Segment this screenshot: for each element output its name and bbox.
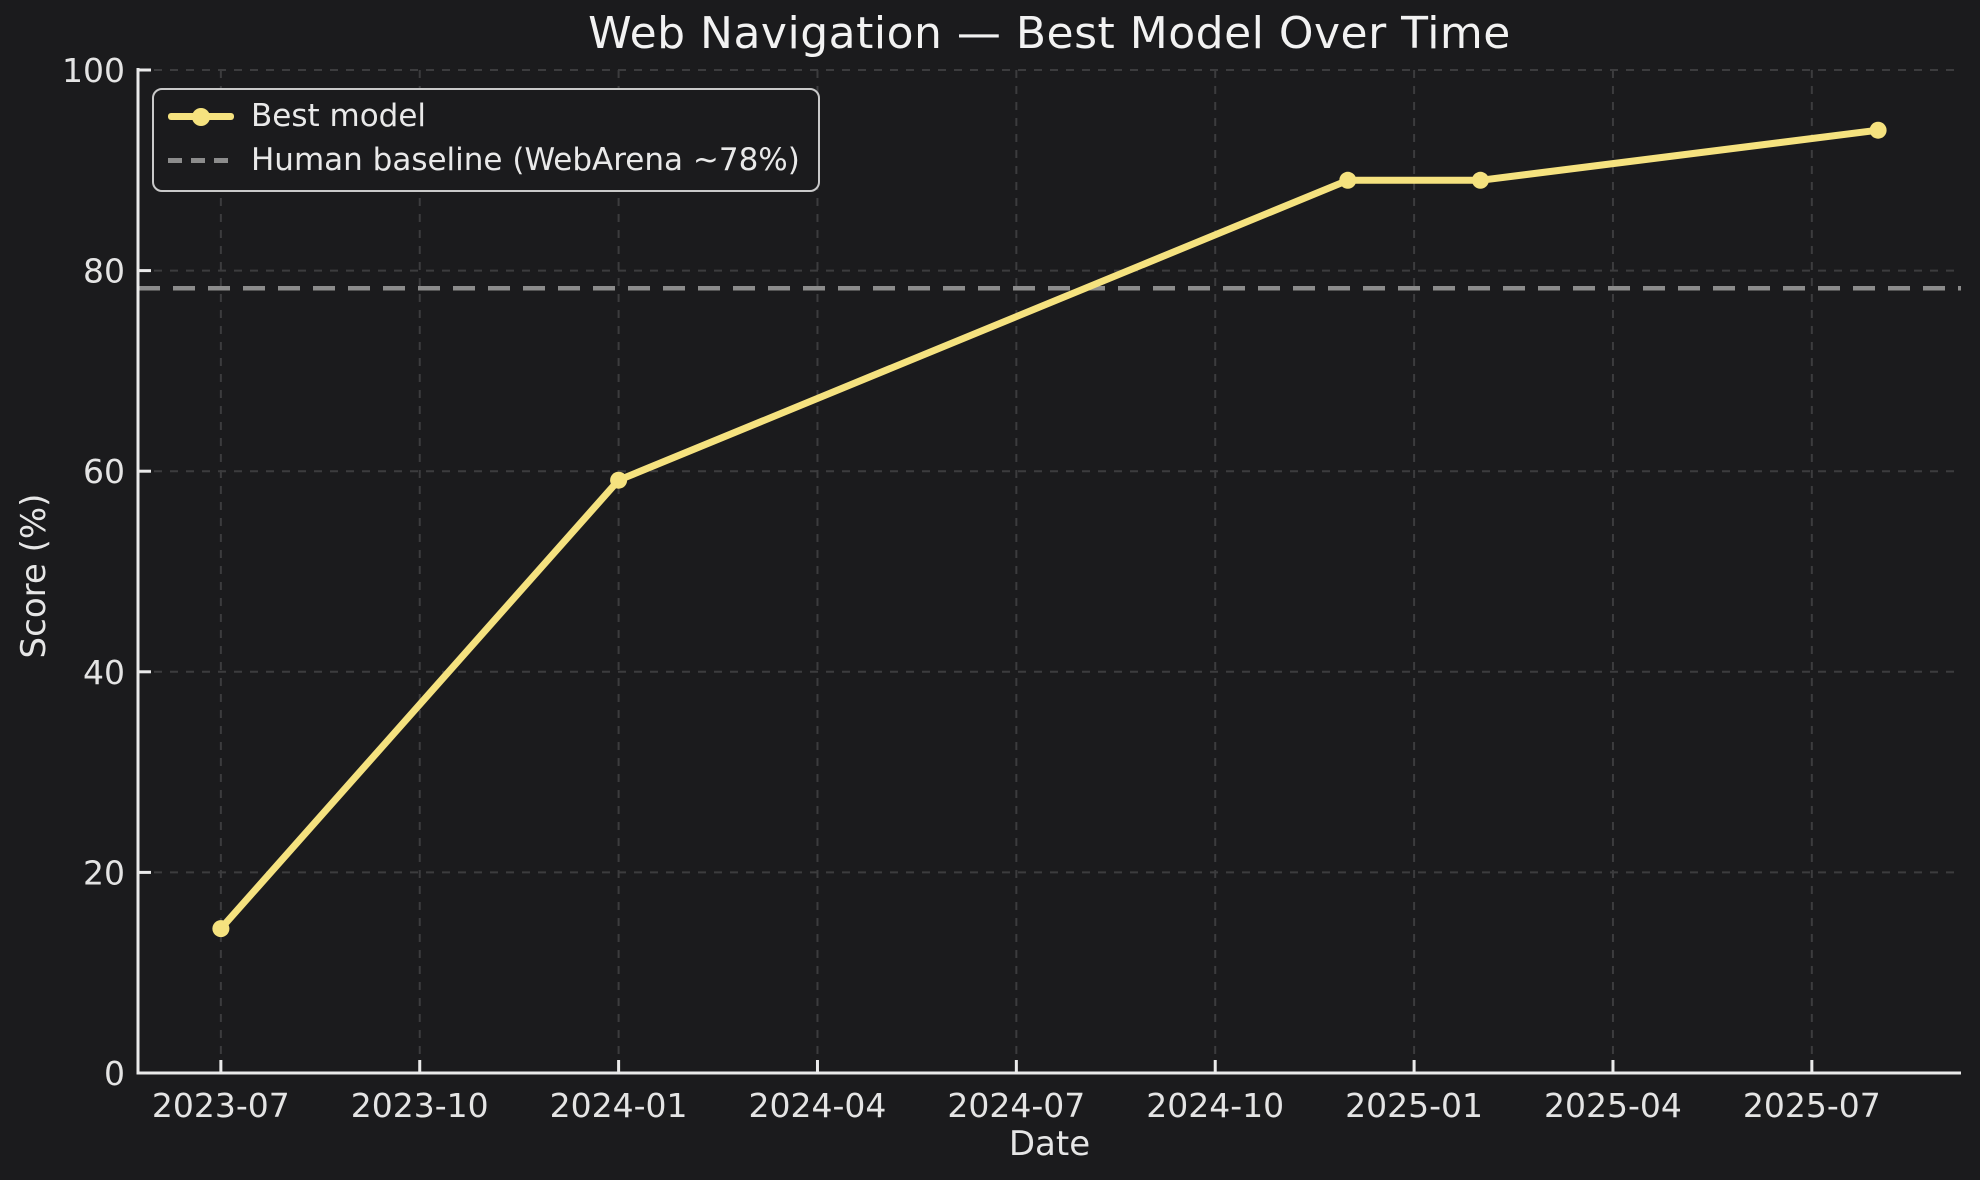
data-point-marker bbox=[1471, 171, 1489, 189]
legend-label: Best model bbox=[251, 98, 427, 134]
x-axis-label: Date bbox=[1008, 1124, 1091, 1164]
data-point-marker bbox=[212, 920, 230, 938]
x-tick-label: 2024-01 bbox=[550, 1086, 688, 1125]
x-tick-label: 2025-07 bbox=[1743, 1086, 1881, 1125]
dashed-line-sample-icon bbox=[168, 151, 234, 171]
legend-label: Human baseline (WebArena ~78%) bbox=[251, 141, 800, 178]
data-point-marker bbox=[1869, 121, 1887, 139]
series-line bbox=[217, 126, 1882, 933]
y-tick-label: 0 bbox=[104, 1054, 125, 1093]
x-tick-label: 2024-07 bbox=[947, 1086, 1085, 1125]
legend: Best model Human baseline (WebArena ~78%… bbox=[152, 88, 820, 192]
line-marker-sample-icon bbox=[168, 107, 234, 127]
x-tick-label: 2024-04 bbox=[749, 1086, 887, 1125]
y-tick-label: 40 bbox=[83, 653, 125, 692]
legend-item-best-model: Best model bbox=[168, 98, 800, 135]
chart-title: Web Navigation — Best Model Over Time bbox=[588, 8, 1511, 59]
x-tick-label: 2025-01 bbox=[1345, 1086, 1483, 1125]
y-tick-label: 60 bbox=[83, 452, 125, 491]
x-tick-label: 2023-10 bbox=[351, 1086, 489, 1125]
data-point-marker bbox=[1339, 171, 1357, 189]
y-tick-label: 100 bbox=[62, 51, 125, 90]
y-tick-label: 20 bbox=[83, 853, 125, 892]
legend-item-human-baseline: Human baseline (WebArena ~78%) bbox=[168, 141, 800, 179]
y-tick-label: 80 bbox=[83, 252, 125, 291]
x-tick-label: 2024-10 bbox=[1146, 1086, 1284, 1125]
y-axis-label: Score (%) bbox=[14, 493, 54, 659]
x-tick-label: 2023-07 bbox=[152, 1086, 290, 1125]
x-tick-label: 2025-04 bbox=[1544, 1086, 1682, 1125]
data-point-marker bbox=[610, 471, 628, 489]
